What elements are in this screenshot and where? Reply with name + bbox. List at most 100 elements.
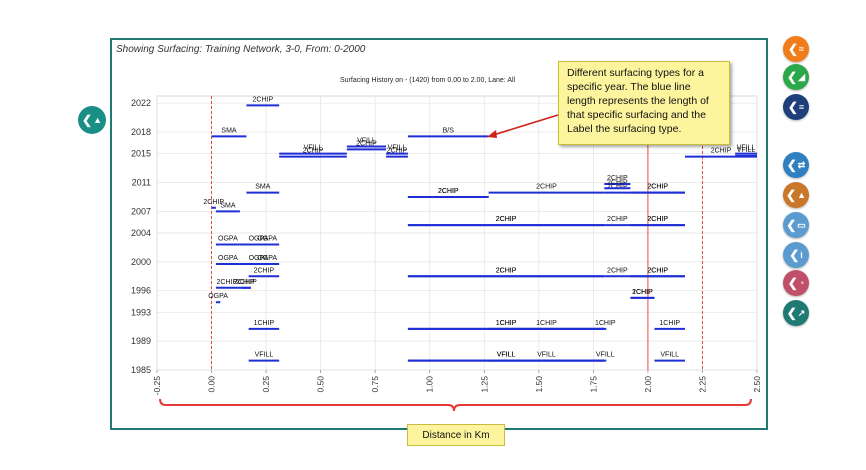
segment-label: 2CHIP (438, 188, 459, 195)
segment-label: OGPA (208, 293, 228, 300)
segment-label: 2CHIP (254, 267, 275, 274)
comment-button[interactable]: ❮ ▭ (783, 212, 809, 238)
segment-label: 2CHIP (607, 175, 628, 182)
segment-label: VFILL (497, 352, 516, 359)
segment-label: OGPA (257, 236, 277, 243)
segment-label: 2CHIP (536, 184, 557, 191)
info-icon: i (800, 250, 803, 260)
chevron-left-icon: ❮ (789, 248, 800, 262)
segment-label: 1CHIP (496, 320, 517, 327)
chevron-left-icon: ❮ (82, 113, 93, 127)
segment-label: 2CHIP (253, 96, 274, 103)
segment-label: OGPA (257, 255, 277, 262)
segment-label: 2CHIP (438, 188, 459, 195)
segment-label: 2CHIP (647, 216, 668, 223)
road-warning-icon: ▲ (797, 190, 806, 200)
segment-label: VFILL (737, 147, 756, 154)
chart-title: Surfacing History on - (1420) from 0.00 … (340, 77, 516, 84)
segment-label: 1CHIP (254, 320, 275, 327)
segment-label: 2CHIP (496, 267, 517, 274)
segment-label: 2CHIP (303, 148, 324, 155)
segment-label: VFILL (388, 145, 407, 152)
segment-label: 2CHIP (647, 267, 668, 274)
segment-label: 1CHIP (595, 320, 616, 327)
x-tick-label: 1.25 (479, 376, 489, 393)
y-tick-label: 2007 (131, 206, 151, 216)
y-tick-label: 2018 (131, 127, 151, 137)
x-tick-label: 1.50 (534, 376, 544, 393)
road-icon: ▲ (93, 115, 102, 125)
segment-label: VFILL (255, 352, 274, 359)
y-tick-label: 2022 (131, 98, 151, 108)
segment-label: 2CHIP (607, 184, 628, 191)
chevron-left-icon: ❮ (787, 276, 798, 290)
y-tick-label: 1996 (131, 286, 151, 296)
x-tick-label: 0.75 (370, 376, 380, 393)
x-tick-label: 0.00 (207, 376, 217, 393)
segment-label: VFILL (596, 352, 615, 359)
y-tick-label: 2011 (132, 178, 151, 188)
segment-label: 2CHIP (647, 184, 668, 191)
segment-label: OGPA (249, 255, 269, 262)
segment-label: 2CHIP (607, 216, 628, 223)
segment-label: SMA (221, 127, 237, 134)
road-warning-button[interactable]: ❮ ▲ (783, 182, 809, 208)
road-network-button[interactable]: ❮ ▲ (78, 106, 106, 134)
x-tick-label: 1.75 (588, 376, 598, 393)
page-title: Showing Surfacing: Training Network, 3-0… (116, 44, 366, 55)
x-axis-caption: Distance in Km (407, 424, 505, 446)
x-tick-label: 1.00 (425, 376, 435, 393)
x-tick-label: -0.25 (152, 376, 162, 396)
x-tick-label: 0.50 (316, 376, 326, 393)
segment-label: VFILL (357, 137, 376, 144)
segment-label: B/S (443, 127, 455, 134)
segment-label: VFILL (304, 145, 323, 152)
bars-button[interactable]: ❮ ≡ (783, 94, 809, 120)
chevron-left-icon: ❮ (787, 70, 798, 84)
comment-icon: ▭ (797, 219, 806, 230)
info-button[interactable]: ❮ i (783, 242, 809, 268)
segment-label: 2CHIP (632, 289, 653, 296)
segment-label: 2CHIP (236, 279, 257, 286)
area-chart-icon: ◢ (798, 71, 805, 82)
chart-road-icon: ≈ (799, 44, 804, 54)
segment-label: 2CHIP (647, 184, 668, 191)
y-tick-label: 2004 (131, 228, 151, 238)
trend-chart-button[interactable]: ❮ ↗ (783, 300, 809, 326)
x-tick-label: 2.50 (752, 376, 762, 393)
road-swap-button[interactable]: ❮ ⇄ (783, 152, 809, 178)
y-tick-label: 1989 (131, 336, 151, 346)
segment-label: 2CHIP (217, 279, 238, 286)
bars-icon: ≡ (798, 102, 805, 112)
segment-label: VFILL (497, 352, 516, 359)
segment-label: 1CHIP (536, 320, 557, 327)
segment-label: 1CHIP (496, 320, 517, 327)
trend-chart-icon: ↗ (797, 307, 806, 318)
axis-brace (159, 398, 752, 412)
segment-label: OGPA (218, 255, 238, 262)
segment-label: 2CHIP (607, 267, 628, 274)
segment-label: VFILL (737, 145, 756, 152)
segment-label: 1CHIP (659, 320, 680, 327)
x-tick-label: 2.00 (643, 376, 653, 393)
segment-label: 2CHIP (387, 148, 408, 155)
chevron-left-icon: ❮ (787, 42, 799, 56)
segment-label: 2CHIP (607, 179, 628, 186)
area-chart-button[interactable]: ❮ ◢ (783, 64, 809, 90)
chart-road-button[interactable]: ❮ ≈ (783, 36, 809, 62)
segment-label: 2CHIP (711, 148, 732, 155)
chevron-left-icon: ❮ (786, 188, 797, 202)
chevron-left-icon: ❮ (786, 306, 797, 320)
segment-label: SMA (220, 202, 236, 209)
chevron-left-icon: ❮ (786, 158, 797, 172)
segment-label: 2CHIP (496, 216, 517, 223)
y-tick-label: 1993 (131, 307, 151, 317)
segment-label: 1CHIP (632, 289, 653, 296)
callout-arrow-head (487, 130, 497, 138)
segment-label: VFILL (660, 352, 679, 359)
chevron-left-icon: ❮ (787, 100, 798, 114)
pie-chart-button[interactable]: ❮ ◔ (783, 270, 809, 296)
segment-label: 2CHIP (647, 216, 668, 223)
callout-arrow-line (489, 114, 559, 137)
